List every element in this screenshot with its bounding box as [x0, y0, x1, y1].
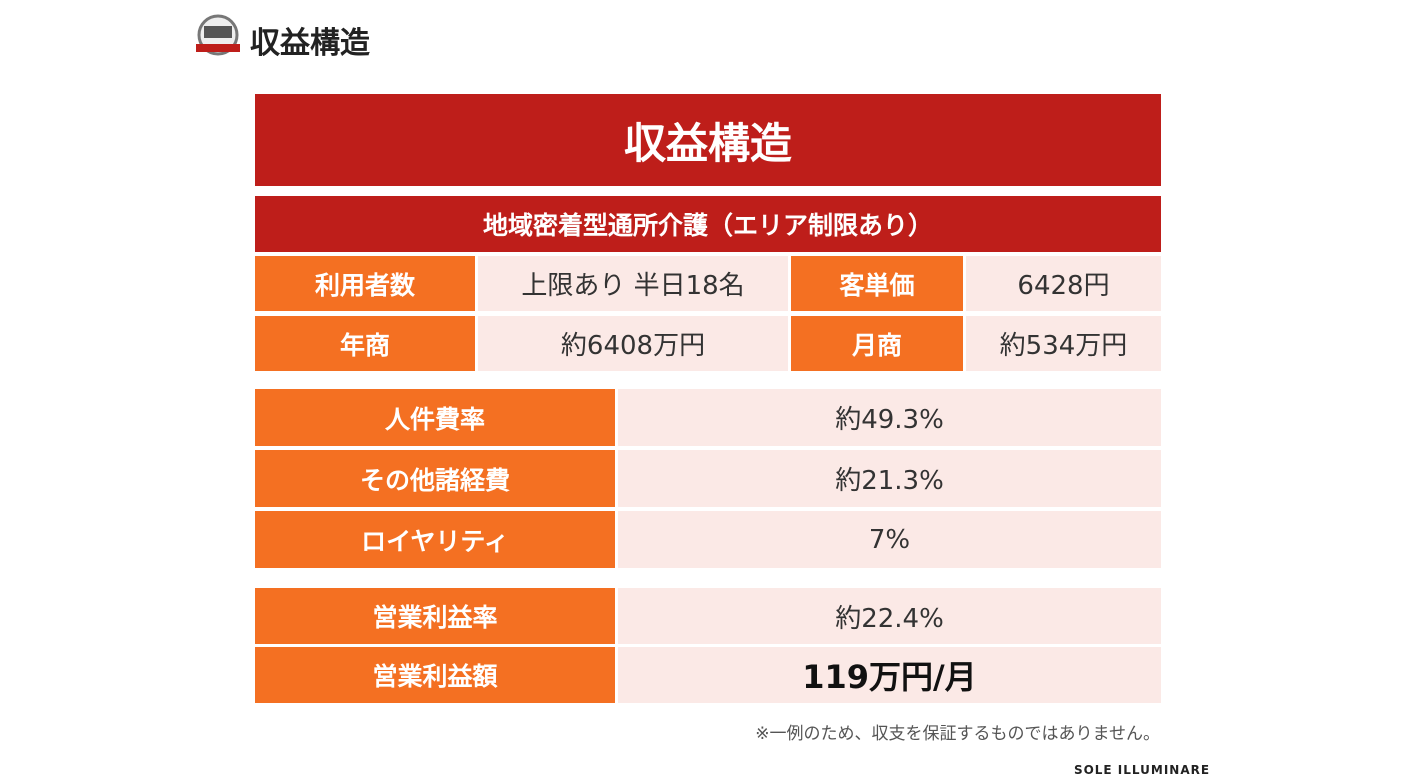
row-value: 約22.4%: [618, 588, 1161, 644]
row-label: 人件費率: [255, 389, 615, 446]
row-value: 約6408万円: [478, 316, 788, 371]
row-label: 営業利益率: [255, 588, 615, 644]
row-label: 年商: [255, 316, 475, 371]
note: ※一例のため、収支を保証するものではありません。: [755, 723, 1160, 744]
row-value: 7%: [618, 511, 1161, 568]
row-label: 営業利益額: [255, 647, 615, 703]
header-title: 収益構造: [250, 26, 370, 61]
row-label: 月商: [791, 316, 963, 371]
row-label: 利用者数: [255, 256, 475, 311]
row-label: 客単価: [791, 256, 963, 311]
row-value: 119万円/月: [618, 647, 1161, 703]
banner-subtitle: 地域密着型通所介護（エリア制限あり）: [255, 196, 1161, 252]
banner-title: 収益構造: [255, 94, 1161, 186]
row-label: その他諸経費: [255, 450, 615, 507]
row-value: 約534万円: [966, 316, 1161, 371]
logo-icon: [196, 14, 240, 56]
row-value: 6428円: [966, 256, 1161, 311]
footer-brand: SOLE ILLUMINARE: [1073, 763, 1211, 777]
row-label: ロイヤリティ: [255, 511, 615, 568]
row-value: 約49.3%: [618, 389, 1161, 446]
row-value: 上限あり 半日18名: [478, 256, 788, 311]
row-value: 約21.3%: [618, 450, 1161, 507]
